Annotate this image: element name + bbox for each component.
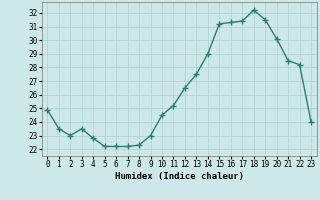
X-axis label: Humidex (Indice chaleur): Humidex (Indice chaleur): [115, 172, 244, 181]
